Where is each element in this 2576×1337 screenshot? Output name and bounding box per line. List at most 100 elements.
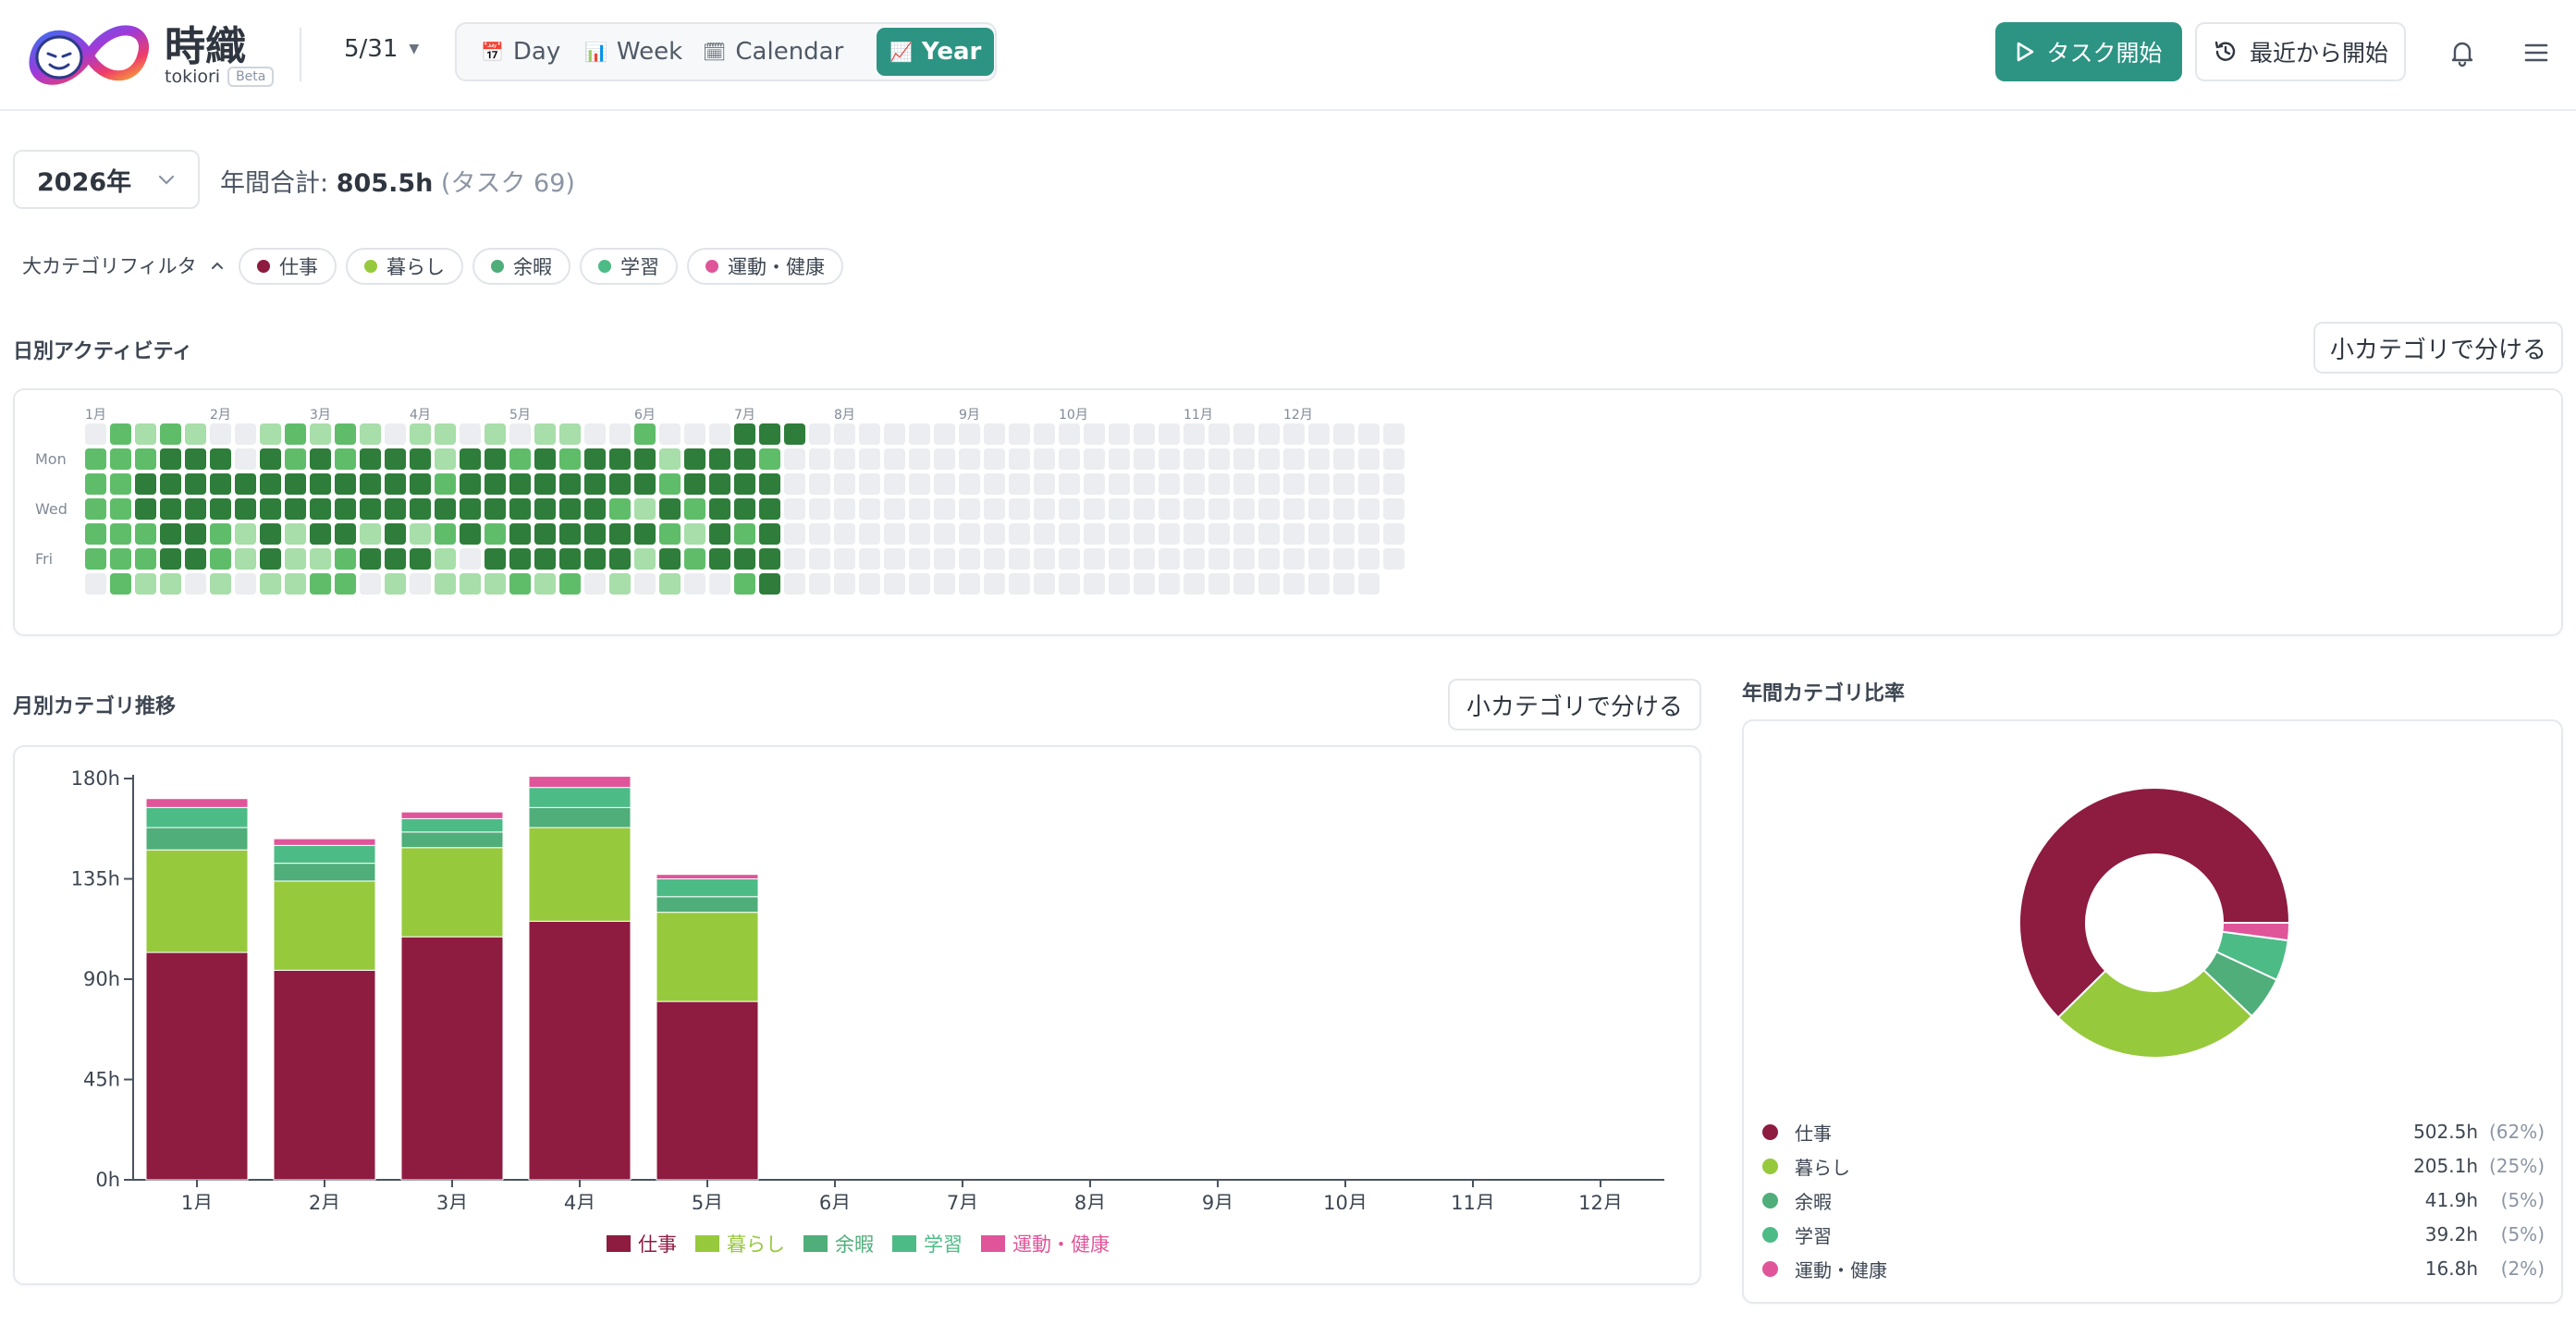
heatmap-day-cell[interactable] bbox=[1009, 473, 1030, 495]
heatmap-day-cell[interactable] bbox=[709, 473, 730, 495]
heatmap-day-cell[interactable] bbox=[110, 573, 131, 595]
heatmap-day-cell[interactable] bbox=[559, 473, 581, 495]
heatmap-day-cell[interactable] bbox=[360, 498, 381, 520]
heatmap-day-cell[interactable] bbox=[235, 473, 256, 495]
heatmap-day-cell[interactable] bbox=[759, 423, 780, 445]
heatmap-day-cell[interactable] bbox=[210, 448, 231, 470]
heatmap-day-cell[interactable] bbox=[1383, 548, 1405, 570]
heatmap-day-cell[interactable] bbox=[135, 523, 156, 545]
donut-legend-row[interactable]: 暮らし 205.1h (25%) bbox=[1762, 1151, 2545, 1181]
heatmap-day-cell[interactable] bbox=[734, 448, 755, 470]
heatmap-day-cell[interactable] bbox=[934, 573, 955, 595]
heatmap-day-cell[interactable] bbox=[460, 523, 481, 545]
heatmap-day-cell[interactable] bbox=[1159, 573, 1180, 595]
heatmap-day-cell[interactable] bbox=[1333, 523, 1355, 545]
legend-item[interactable]: 暮らし bbox=[695, 1230, 785, 1257]
heatmap-day-cell[interactable] bbox=[385, 548, 406, 570]
heatmap-day-cell[interactable] bbox=[959, 523, 980, 545]
heatmap-day-cell[interactable] bbox=[85, 473, 106, 495]
heatmap-day-cell[interactable] bbox=[235, 573, 256, 595]
heatmap-day-cell[interactable] bbox=[884, 548, 905, 570]
heatmap-day-cell[interactable] bbox=[559, 423, 581, 445]
heatmap-day-cell[interactable] bbox=[185, 498, 206, 520]
heatmap-day-cell[interactable] bbox=[734, 473, 755, 495]
heatmap-day-cell[interactable] bbox=[1333, 423, 1355, 445]
heatmap-day-cell[interactable] bbox=[534, 548, 556, 570]
heatmap-day-cell[interactable] bbox=[934, 448, 955, 470]
heatmap-day-cell[interactable] bbox=[1084, 498, 1105, 520]
heatmap-day-cell[interactable] bbox=[609, 448, 631, 470]
heatmap-day-cell[interactable] bbox=[335, 573, 356, 595]
heatmap-day-cell[interactable] bbox=[410, 523, 431, 545]
heatmap-day-cell[interactable] bbox=[1109, 498, 1130, 520]
heatmap-day-cell[interactable] bbox=[959, 548, 980, 570]
tab-year[interactable]: 📈 Year bbox=[877, 28, 995, 76]
heatmap-day-cell[interactable] bbox=[859, 498, 880, 520]
heatmap-day-cell[interactable] bbox=[435, 423, 456, 445]
heatmap-day-cell[interactable] bbox=[460, 423, 481, 445]
heatmap-day-cell[interactable] bbox=[135, 498, 156, 520]
heatmap-day-cell[interactable] bbox=[584, 548, 606, 570]
heatmap-day-cell[interactable] bbox=[809, 548, 830, 570]
heatmap-day-cell[interactable] bbox=[759, 573, 780, 595]
bar-segment[interactable] bbox=[400, 817, 504, 833]
heatmap-day-cell[interactable] bbox=[834, 548, 855, 570]
heatmap-day-cell[interactable] bbox=[884, 448, 905, 470]
heatmap-day-cell[interactable] bbox=[1034, 523, 1055, 545]
heatmap-day-cell[interactable] bbox=[784, 523, 805, 545]
heatmap-day-cell[interactable] bbox=[659, 523, 681, 545]
heatmap-day-cell[interactable] bbox=[859, 473, 880, 495]
heatmap-day-cell[interactable] bbox=[1233, 498, 1255, 520]
heatmap-day-cell[interactable] bbox=[1258, 423, 1280, 445]
heatmap-day-cell[interactable] bbox=[285, 523, 306, 545]
heatmap-day-cell[interactable] bbox=[534, 573, 556, 595]
heatmap-day-cell[interactable] bbox=[934, 498, 955, 520]
heatmap-day-cell[interactable] bbox=[1159, 473, 1180, 495]
heatmap-day-cell[interactable] bbox=[509, 548, 531, 570]
heatmap-day-cell[interactable] bbox=[1184, 548, 1205, 570]
heatmap-day-cell[interactable] bbox=[285, 448, 306, 470]
heatmap-day-cell[interactable] bbox=[634, 523, 656, 545]
heatmap-day-cell[interactable] bbox=[1084, 448, 1105, 470]
heatmap-day-cell[interactable] bbox=[1233, 448, 1255, 470]
bar-segment[interactable] bbox=[400, 936, 504, 1181]
heatmap-day-cell[interactable] bbox=[1034, 573, 1055, 595]
bar-segment[interactable] bbox=[400, 811, 504, 819]
heatmap-day-cell[interactable] bbox=[959, 423, 980, 445]
bar-segment[interactable] bbox=[145, 951, 249, 1181]
heatmap-day-cell[interactable] bbox=[260, 573, 281, 595]
donut-slice[interactable] bbox=[2056, 968, 2253, 1059]
heatmap-day-cell[interactable] bbox=[909, 548, 930, 570]
heatmap-day-cell[interactable] bbox=[1208, 448, 1230, 470]
heatmap-day-cell[interactable] bbox=[1283, 573, 1305, 595]
heatmap-day-cell[interactable] bbox=[85, 523, 106, 545]
heatmap-day-cell[interactable] bbox=[360, 523, 381, 545]
heatmap-day-cell[interactable] bbox=[1308, 423, 1330, 445]
heatmap-day-cell[interactable] bbox=[1208, 473, 1230, 495]
heatmap-day-cell[interactable] bbox=[1308, 448, 1330, 470]
heatmap-day-cell[interactable] bbox=[1059, 573, 1080, 595]
heatmap-day-cell[interactable] bbox=[160, 548, 181, 570]
heatmap-day-cell[interactable] bbox=[1358, 548, 1380, 570]
heatmap-day-cell[interactable] bbox=[1184, 473, 1205, 495]
heatmap-day-cell[interactable] bbox=[210, 573, 231, 595]
heatmap-day-cell[interactable] bbox=[609, 423, 631, 445]
heatmap-day-cell[interactable] bbox=[335, 548, 356, 570]
heatmap-day-cell[interactable] bbox=[210, 473, 231, 495]
heatmap-day-cell[interactable] bbox=[909, 523, 930, 545]
donut-slice[interactable] bbox=[2221, 922, 2291, 942]
heatmap-day-cell[interactable] bbox=[934, 423, 955, 445]
heatmap-day-cell[interactable] bbox=[1308, 523, 1330, 545]
heatmap-day-cell[interactable] bbox=[834, 498, 855, 520]
heatmap-day-cell[interactable] bbox=[959, 473, 980, 495]
heatmap-day-cell[interactable] bbox=[310, 448, 331, 470]
heatmap-day-cell[interactable] bbox=[684, 548, 705, 570]
heatmap-day-cell[interactable] bbox=[1034, 423, 1055, 445]
bar-segment[interactable] bbox=[145, 849, 249, 953]
bar-segment[interactable] bbox=[528, 787, 632, 808]
heatmap-day-cell[interactable] bbox=[509, 473, 531, 495]
heatmap-day-cell[interactable] bbox=[1109, 523, 1130, 545]
heatmap-day-cell[interactable] bbox=[185, 523, 206, 545]
heatmap-day-cell[interactable] bbox=[509, 573, 531, 595]
heatmap-day-cell[interactable] bbox=[1034, 498, 1055, 520]
